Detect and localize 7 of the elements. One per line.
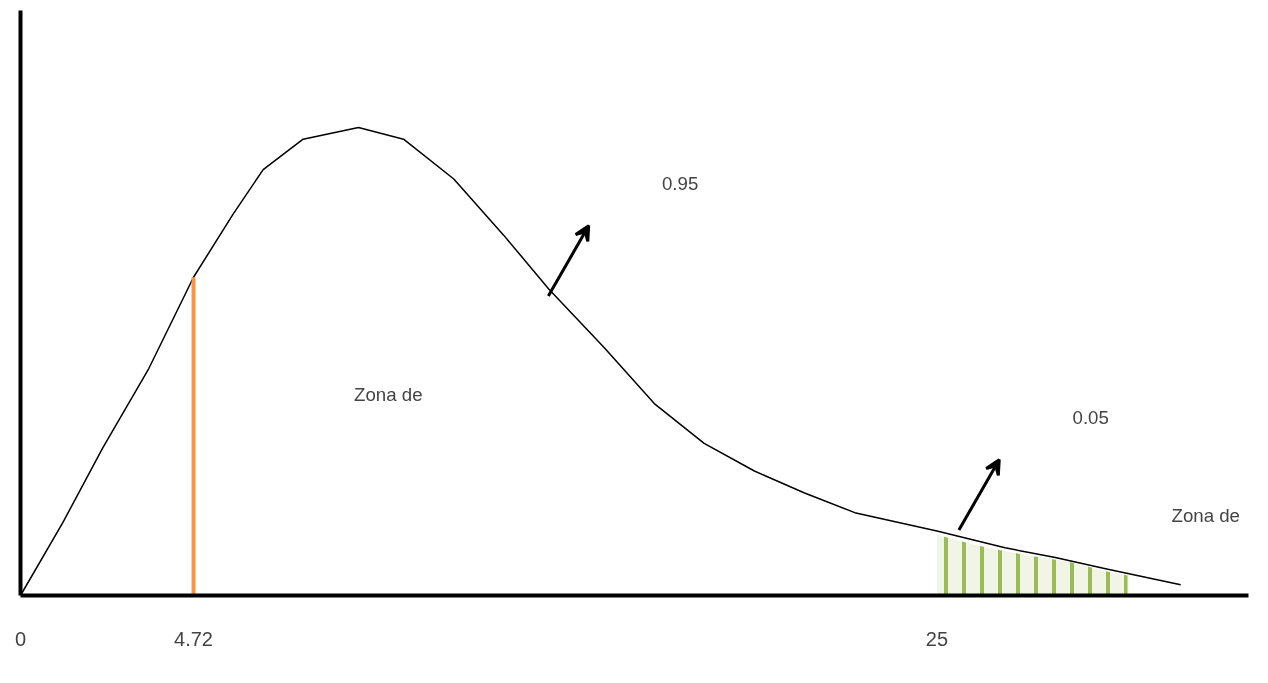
x-tick-label: 25 [925, 627, 949, 650]
x-tick-label: 0 [14, 627, 27, 650]
annotation: Zona de [354, 383, 423, 405]
annotation: 0.05 [1072, 407, 1109, 429]
annotation: 0.95 [661, 173, 699, 195]
annotation: Zona de [1171, 505, 1240, 527]
x-tick-label: 4.72 [174, 627, 213, 650]
